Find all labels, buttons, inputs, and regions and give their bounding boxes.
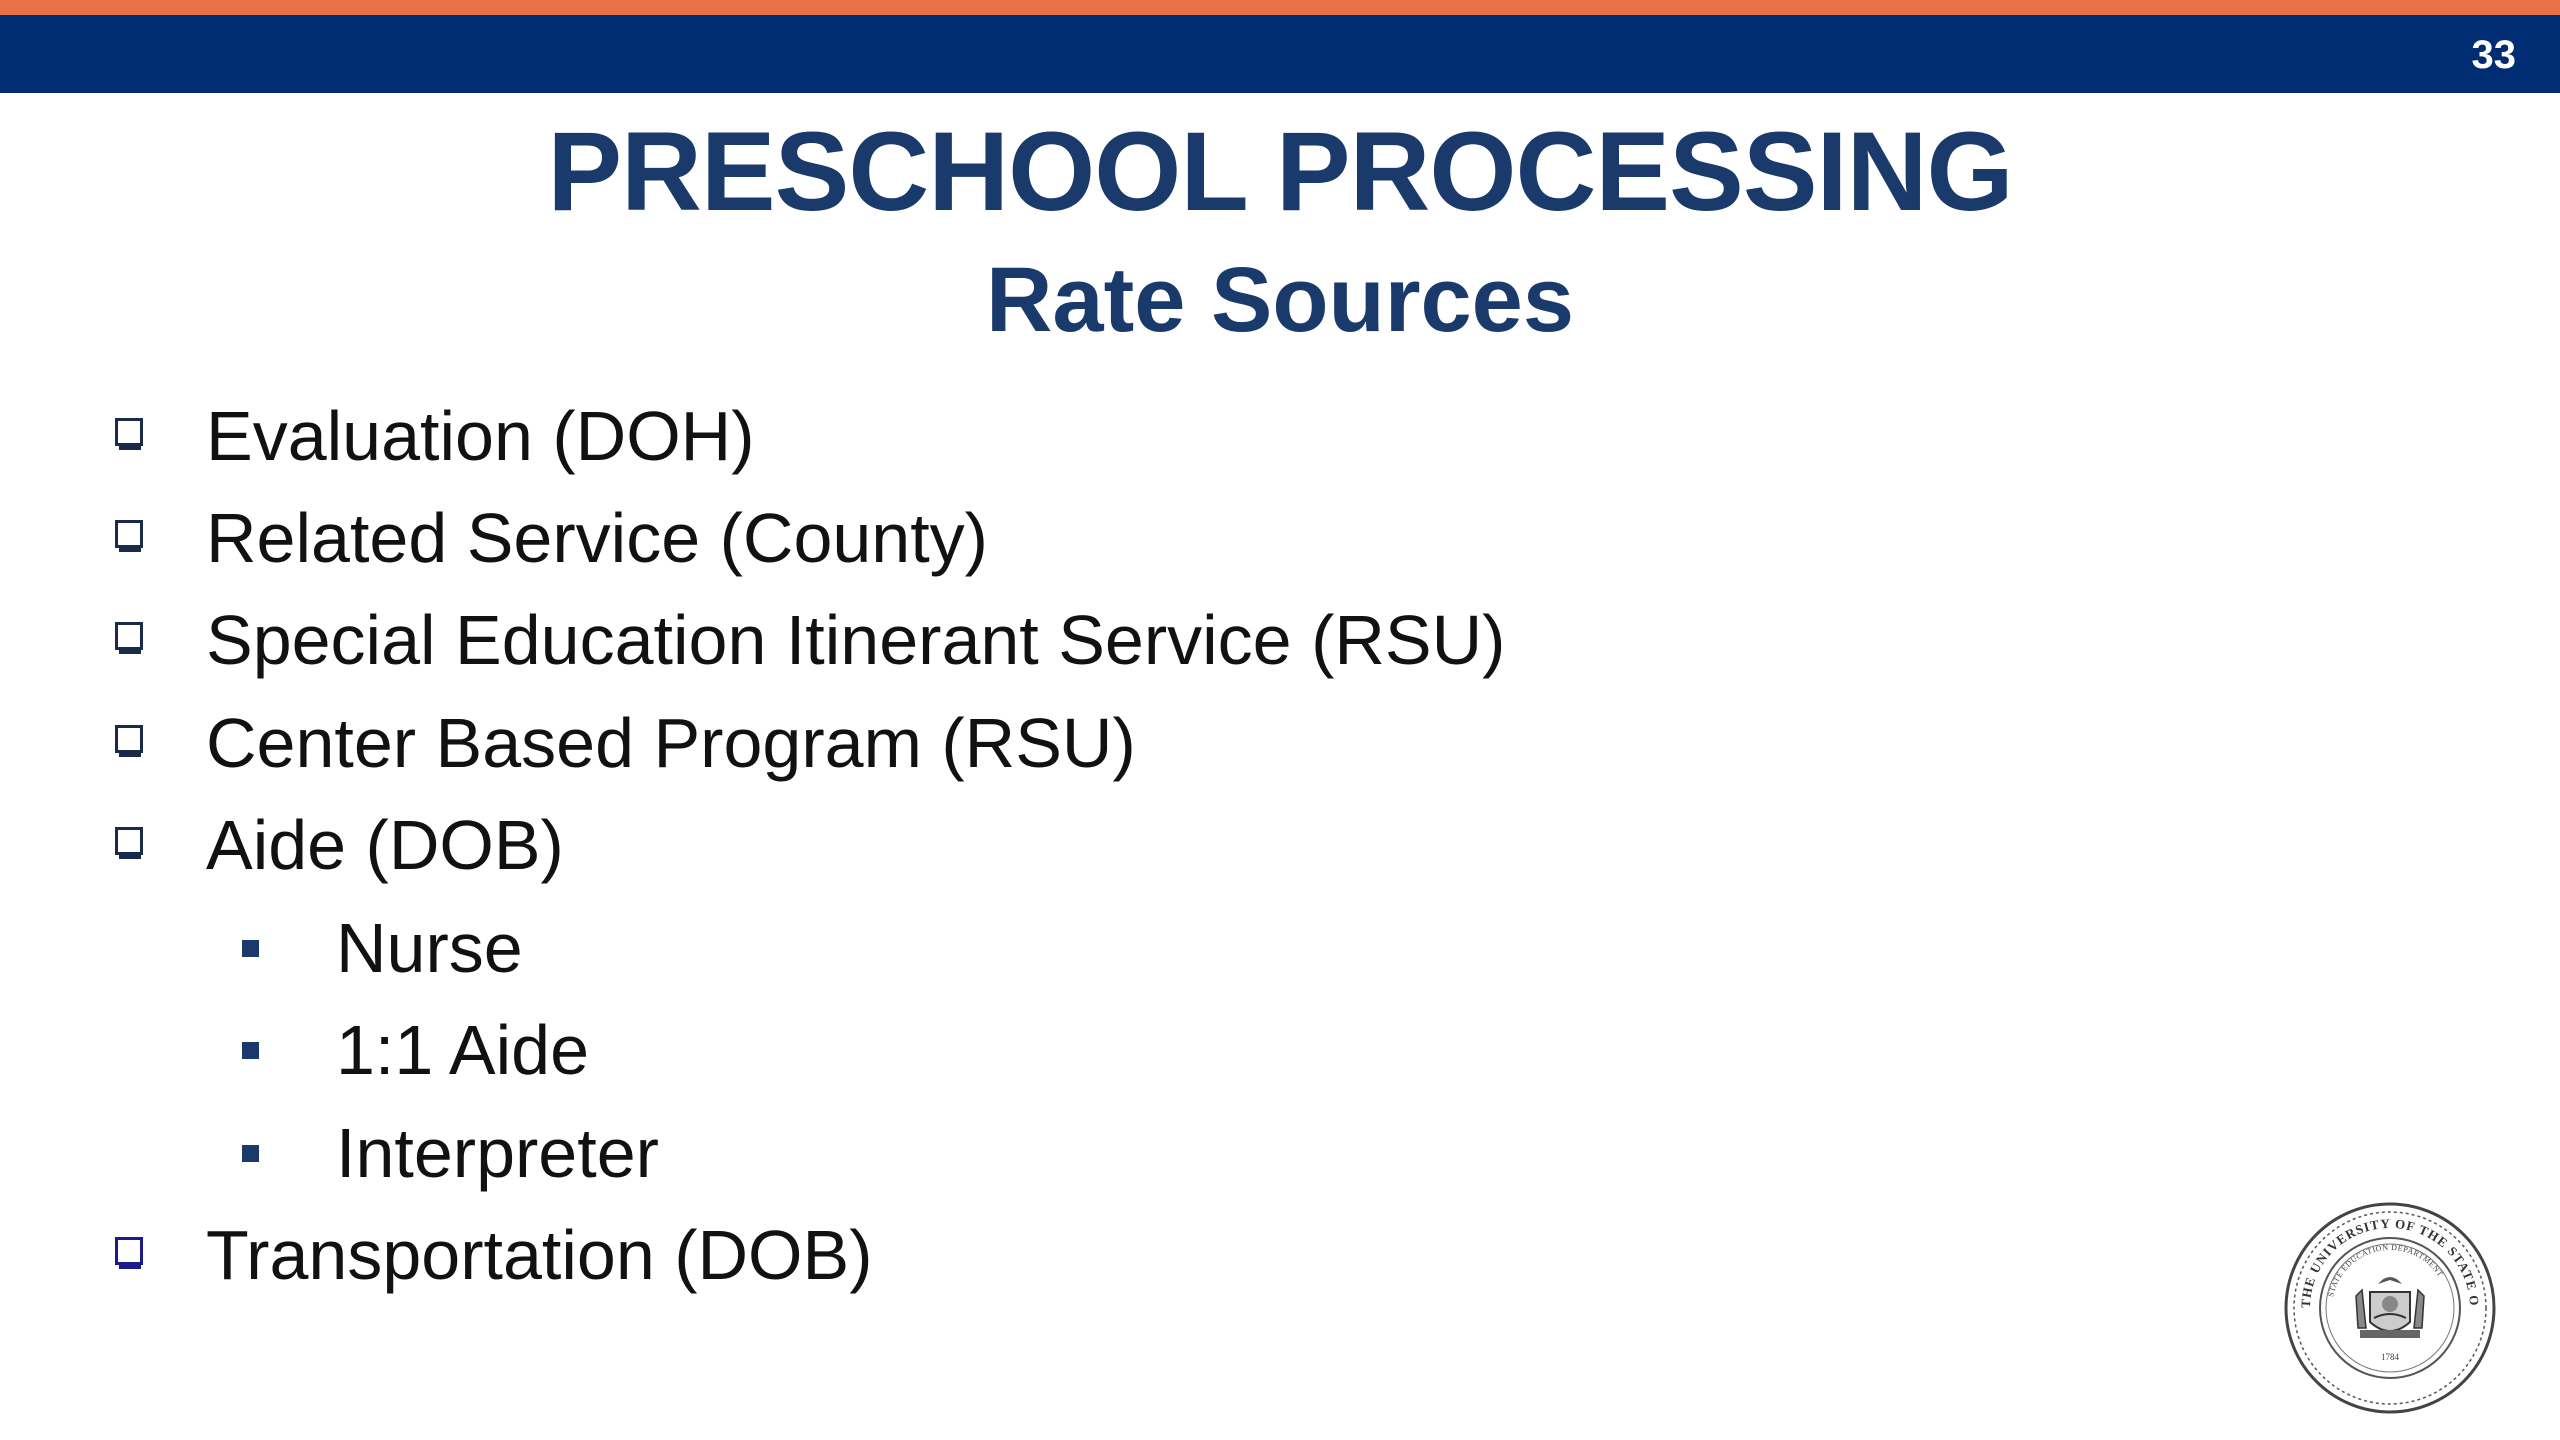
checkbox-icon bbox=[115, 1237, 143, 1269]
square-bullet-icon bbox=[242, 1042, 259, 1059]
list-item-label: Center Based Program (RSU) bbox=[206, 704, 1136, 782]
list-item-label: Aide (DOB) bbox=[206, 806, 564, 884]
list-item-label: Interpreter bbox=[336, 1114, 659, 1192]
checkbox-icon bbox=[115, 622, 143, 654]
list-item-seis: Special Education Itinerant Service (RSU… bbox=[0, 592, 1800, 688]
page-number: 33 bbox=[2471, 33, 2517, 77]
square-bullet-icon bbox=[242, 1145, 259, 1162]
list-item-label: 1:1 Aide bbox=[336, 1011, 589, 1089]
sub-list-item-interpreter: Interpreter bbox=[0, 1105, 1800, 1201]
slide-title: PRESCHOOL PROCESSING bbox=[547, 109, 2013, 234]
slide-subtitle: Rate Sources bbox=[985, 249, 1575, 351]
list-item-evaluation: Evaluation (DOH) bbox=[0, 388, 1800, 484]
list-item-aide: Aide (DOB) bbox=[0, 797, 1800, 893]
top-accent-stripe bbox=[0, 0, 2560, 15]
header-bar bbox=[0, 15, 2560, 93]
sub-list-item-nurse: Nurse bbox=[0, 900, 1800, 996]
checkbox-icon bbox=[115, 418, 143, 450]
svg-text:1784: 1784 bbox=[2381, 1352, 2400, 1362]
sub-list-item-one-to-one-aide: 1:1 Aide bbox=[0, 1002, 1800, 1098]
square-bullet-icon bbox=[242, 940, 259, 957]
list-item-label: Nurse bbox=[336, 909, 523, 987]
list-item-transportation: Transportation (DOB) bbox=[0, 1207, 1800, 1303]
list-item-label: Transportation (DOB) bbox=[206, 1216, 873, 1294]
list-item-related-service: Related Service (County) bbox=[0, 490, 1800, 586]
checkbox-icon bbox=[115, 520, 143, 552]
list-item-label: Related Service (County) bbox=[206, 499, 988, 577]
checkbox-icon bbox=[115, 827, 143, 859]
checkbox-icon bbox=[115, 725, 143, 757]
list-item-label: Evaluation (DOH) bbox=[206, 397, 755, 475]
state-seal-icon: THE UNIVERSITY OF THE STATE OF NEW YORK … bbox=[2282, 1200, 2496, 1414]
list-item-center-based: Center Based Program (RSU) bbox=[0, 695, 1800, 791]
list-item-label: Special Education Itinerant Service (RSU… bbox=[206, 601, 1506, 679]
